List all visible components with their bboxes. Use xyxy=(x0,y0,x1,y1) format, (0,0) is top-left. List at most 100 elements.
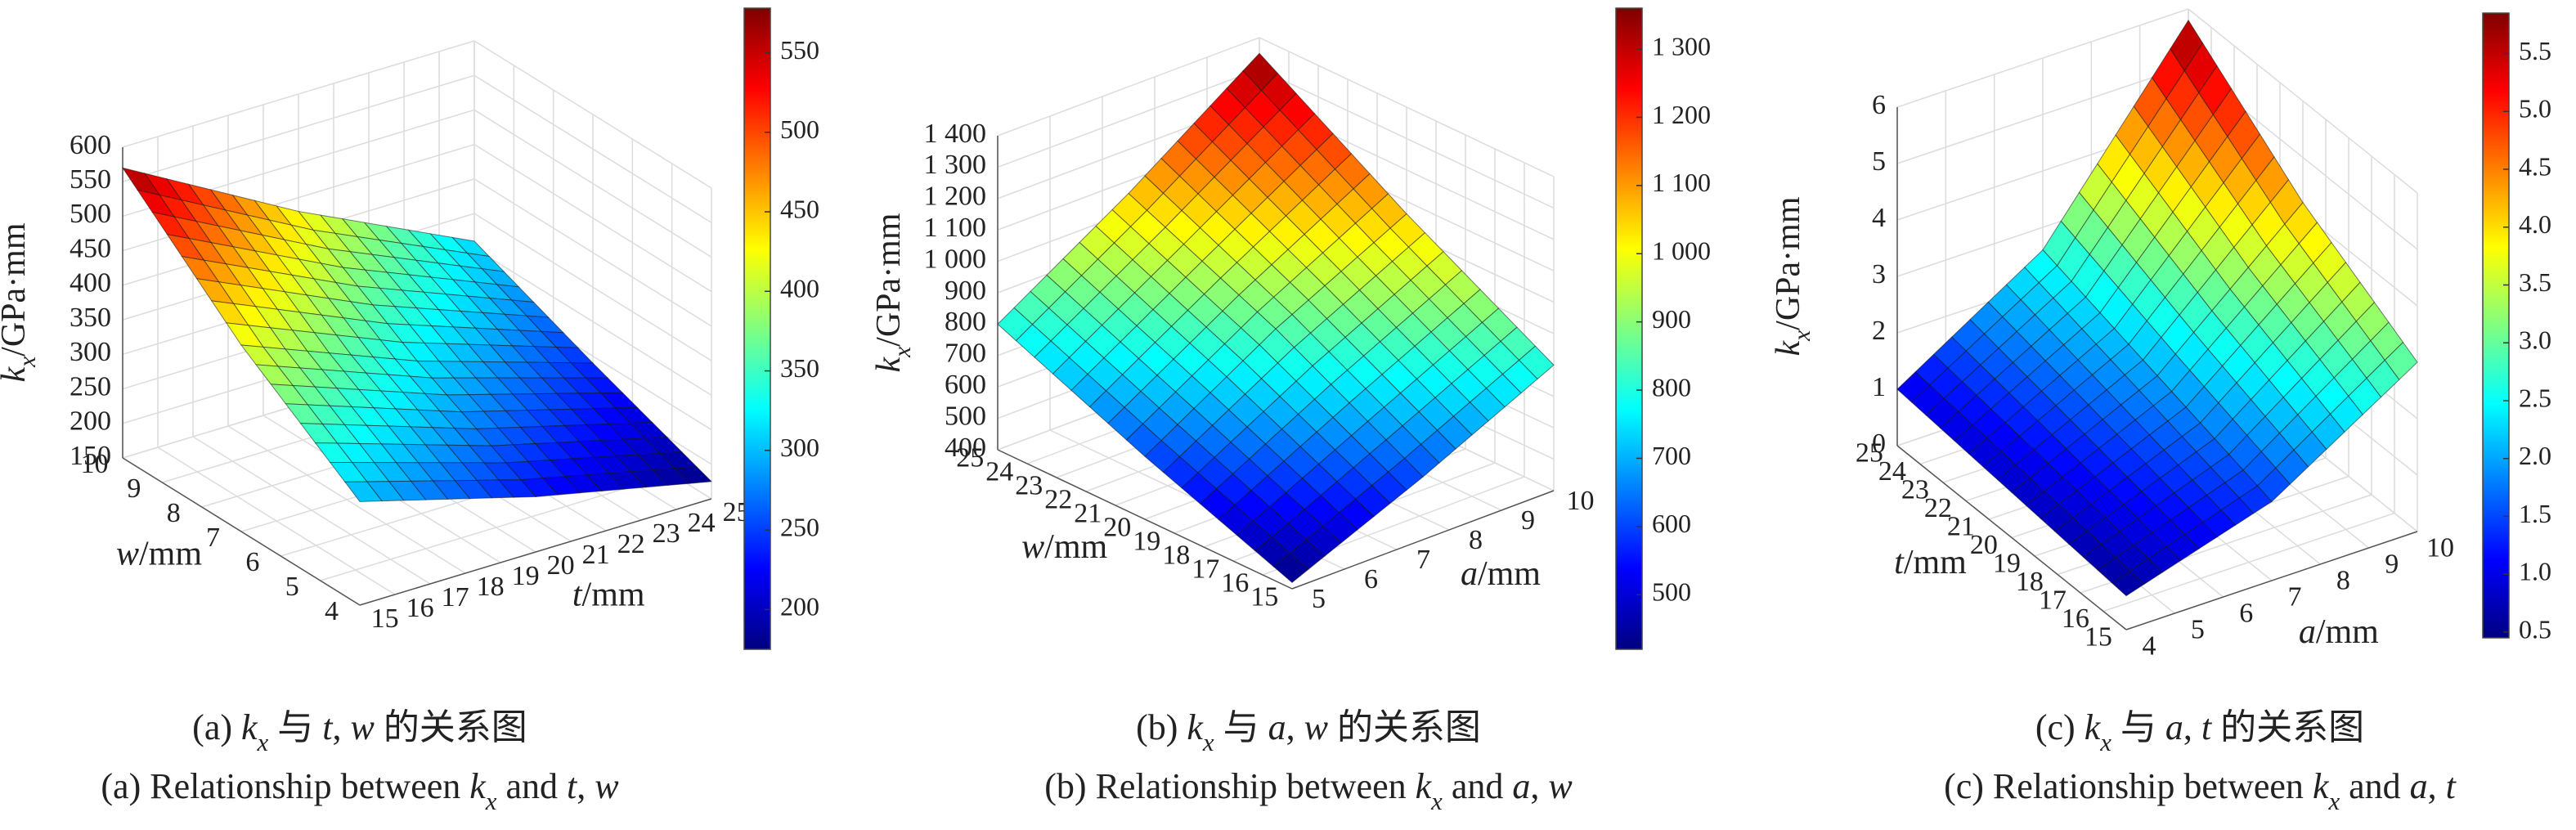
z-tick-label: 700 xyxy=(945,339,986,369)
z-tick-label: 400 xyxy=(70,268,111,298)
caption-en: (b) Relationship between kx and a, w xyxy=(1044,766,1573,815)
grid-line xyxy=(473,40,712,189)
x-tick-label: 17 xyxy=(442,582,469,612)
caption-cn-part: , xyxy=(332,707,350,747)
x-tick-label: 21 xyxy=(582,540,610,570)
caption-cn-part: 的关系图 xyxy=(375,707,527,747)
caption-en-part: a xyxy=(2410,766,2428,806)
grid-line xyxy=(473,178,712,327)
grid-line xyxy=(473,74,712,223)
y-tick-label: 19 xyxy=(1133,526,1160,556)
colorbar-tick-label: 1 000 xyxy=(1652,236,1711,266)
z-tick-label: 350 xyxy=(70,303,111,333)
y-tick-label: 24 xyxy=(1878,456,1906,487)
caption-cn-part: k xyxy=(2085,707,2102,747)
z-axis-title-part: x xyxy=(890,347,916,358)
x-axis-title: a/mm xyxy=(1461,554,1541,592)
caption-en-part: w xyxy=(595,766,619,806)
axis-line xyxy=(1896,445,2127,630)
caption-cn-part: t xyxy=(322,707,334,747)
caption-cn: (b) kx 与 a, w 的关系图 xyxy=(1136,707,1481,756)
x-axis-title: a/mm xyxy=(2299,612,2379,650)
x-tick-label: 24 xyxy=(688,508,716,538)
grid-line xyxy=(122,74,475,182)
x-tick-label: 16 xyxy=(406,593,434,623)
y-tick-label: 16 xyxy=(1221,568,1249,598)
colorbar-tick-label: 2.5 xyxy=(2519,383,2551,412)
y-axis-title: w/mm xyxy=(116,535,202,572)
colorbar-tick-label: 550 xyxy=(780,35,819,65)
colorbar-tick-label: 1.0 xyxy=(2519,557,2551,586)
y-tick-label: 4 xyxy=(325,596,339,626)
x-tick-label: 6 xyxy=(2239,598,2253,628)
grid-line xyxy=(997,37,1260,137)
caption-cn-part: w xyxy=(1304,707,1329,747)
x-tick-label: 4 xyxy=(2143,630,2156,661)
y-tick-label: 9 xyxy=(127,473,141,504)
z-axis-title: kx/GPa·mm xyxy=(870,213,916,372)
y-tick-label: 20 xyxy=(1103,512,1131,542)
caption-cn-part: x xyxy=(257,729,269,756)
colorbar-tick-label: 1.5 xyxy=(2519,499,2551,528)
z-axis-title: kx/GPa·mm xyxy=(1770,196,1815,356)
grid-line xyxy=(473,213,712,361)
caption-cn: (c) kx 与 a, t 的关系图 xyxy=(2035,707,2364,756)
x-axis-title-part: /mm xyxy=(1478,554,1541,592)
colorbar-tick-label: 5.0 xyxy=(2519,94,2551,123)
axis-line xyxy=(1291,490,1555,590)
z-tick-label: 4 xyxy=(1872,203,1886,233)
surface-cell xyxy=(343,481,383,502)
z-tick-label: 3 xyxy=(1872,259,1886,289)
x-tick-label: 22 xyxy=(617,529,645,559)
colorbar-tick-label: 5.5 xyxy=(2519,36,2551,65)
caption-en-part: (a) Relationship between xyxy=(101,766,469,806)
x-axis-title-part: /mm xyxy=(2316,612,2379,650)
x-tick-label: 23 xyxy=(653,518,680,549)
x-tick-label: 8 xyxy=(2336,565,2350,595)
y-axis-title-part: /mm xyxy=(139,535,202,572)
y-tick-label: 18 xyxy=(1162,540,1190,570)
y-tick-label: 7 xyxy=(206,523,220,553)
y-tick-label: 22 xyxy=(1924,493,1952,523)
z-tick-label: 300 xyxy=(70,337,111,367)
surface-chart: 5678910151617181920212223242540050060070… xyxy=(870,7,1711,815)
caption-cn-part: k xyxy=(241,707,258,747)
z-tick-label: 450 xyxy=(70,233,111,263)
z-axis-title-part: k xyxy=(1770,340,1807,357)
z-tick-label: 1 100 xyxy=(924,213,987,243)
caption-en-part: x xyxy=(485,787,497,815)
caption-en-part: t xyxy=(567,766,578,806)
y-tick-label: 22 xyxy=(1044,484,1072,514)
colorbar-tick-label: 800 xyxy=(1652,372,1691,402)
z-tick-label: 1 400 xyxy=(924,119,987,149)
caption-en-part: and xyxy=(2340,766,2410,806)
caption-cn-part: a xyxy=(2165,707,2183,747)
caption-en-part: t xyxy=(2446,766,2457,806)
z-tick-label: 200 xyxy=(70,406,111,437)
z-tick-label: 800 xyxy=(945,307,986,337)
z-tick-label: 2 xyxy=(1872,316,1886,346)
x-tick-label: 7 xyxy=(1416,545,1430,575)
z-tick-label: 5 xyxy=(1872,146,1886,177)
y-tick-label: 21 xyxy=(1074,498,1102,528)
x-axis-title-part: a xyxy=(2299,612,2316,650)
caption-cn-part: 的关系图 xyxy=(2211,707,2364,747)
caption-en-part: w xyxy=(1548,766,1573,806)
colorbar-tick-label: 3.0 xyxy=(2519,325,2551,355)
y-axis-title-part: /mm xyxy=(1044,528,1107,566)
caption-cn-part: (a) xyxy=(192,707,241,747)
colorbar-tick-label: 450 xyxy=(780,194,819,223)
z-axis-title-part: k xyxy=(870,357,908,373)
grid-line xyxy=(1896,8,2189,108)
caption-cn-part: 与 xyxy=(1214,707,1268,747)
caption-en-part: k xyxy=(2313,766,2330,806)
z-tick-label: 900 xyxy=(945,276,986,306)
z-tick-label: 600 xyxy=(70,130,111,160)
colorbar-tick-label: 200 xyxy=(780,592,819,621)
z-tick-label: 400 xyxy=(945,433,986,463)
x-tick-label: 10 xyxy=(2426,532,2454,563)
z-tick-label: 6 xyxy=(1872,90,1886,120)
y-tick-label: 8 xyxy=(167,498,181,528)
surface-chart: 4567891015161718192021222324250123456a/m… xyxy=(1770,8,2551,815)
